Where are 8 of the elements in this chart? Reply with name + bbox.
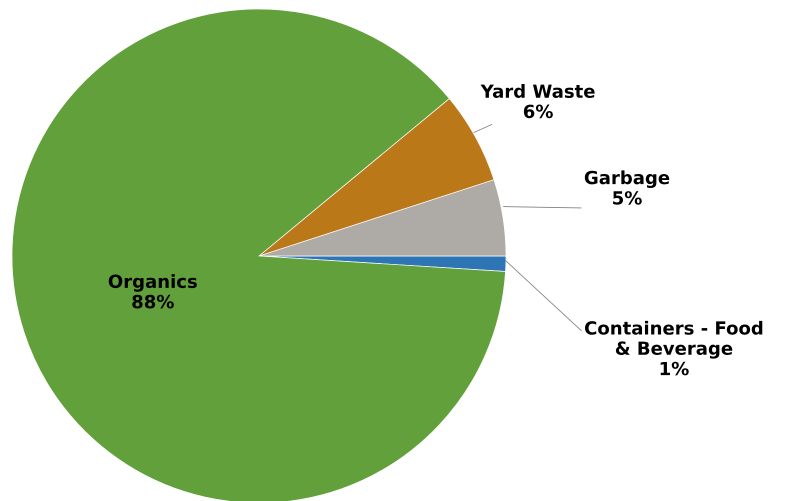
slice-label: Organics [108,274,197,292]
slice-label: Yard Waste [480,84,595,98]
data-label: 5% [613,191,642,205]
slice-label: Containers - Food & Beverage [585,320,762,359]
data-label: 1% [660,362,689,376]
data-label: 6% [524,104,553,118]
slice-label: Garbage [584,170,670,188]
data-label: 88% [132,294,174,308]
